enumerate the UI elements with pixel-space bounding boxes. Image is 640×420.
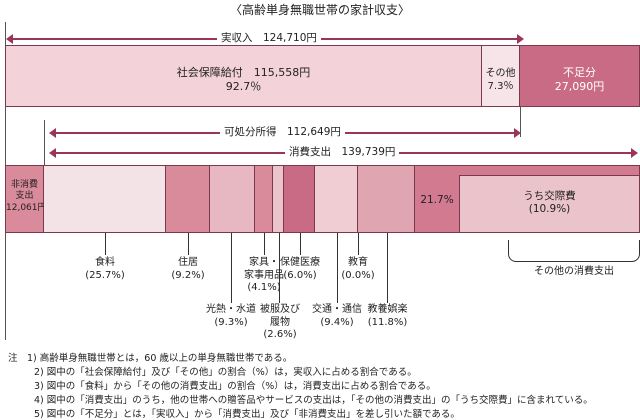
bracket xyxy=(508,240,640,262)
leader-line xyxy=(279,233,280,303)
sub-label: うち交際費 xyxy=(523,190,576,202)
note-5: 5) 図中の「不足分」とは，「実収入」から「消費支出」及び「非消費支出」を差し引… xyxy=(34,409,460,420)
label-furniture: 家具・ xyxy=(249,257,279,268)
consumption-arrow: 消費支出 139,739円 xyxy=(49,145,638,159)
segment-culture xyxy=(358,165,415,233)
pct-clothing: (2.6%) xyxy=(263,329,297,340)
pct-furniture: (4.1%) xyxy=(247,282,281,293)
segment-transport xyxy=(315,165,358,233)
leader-line xyxy=(358,233,359,255)
other-income-pct: 7.3％ xyxy=(487,80,514,92)
pct-health: (6.0%) xyxy=(283,269,317,281)
social-label: 社会保障給付 115,558円 xyxy=(176,66,311,79)
leader-line xyxy=(300,233,301,255)
segment-housing xyxy=(166,165,210,233)
pct-transport: (9.4%) xyxy=(320,316,354,328)
label-other-consumption: その他の消費支出 xyxy=(534,266,614,277)
label-furniture-2: 家事用品 xyxy=(244,269,284,281)
note-2: 2) 図中の「社会保障給付」及び「その他」の割合（%）は，実収入に占める割合であ… xyxy=(34,367,417,378)
label-education: 教育 xyxy=(348,257,368,268)
leader-line xyxy=(105,233,106,255)
social-security-segment: 社会保障給付 115,558円 92.7％ xyxy=(5,45,482,107)
leader-line xyxy=(231,233,232,303)
note-3: 3) 図中の「食料」から「その他の消費支出」の割合（%）は，消費支出に占める割合… xyxy=(34,381,436,392)
segment-utilities xyxy=(210,165,255,233)
consumption-label: 消費支出 139,739円 xyxy=(285,145,400,159)
label-food: 食料 xyxy=(95,257,115,268)
disposable-label: 可処分所得 112,649円 xyxy=(220,125,345,139)
leader-line xyxy=(264,233,265,255)
segment-furniture xyxy=(255,165,273,233)
nc-label-2: 支出 xyxy=(15,191,34,202)
divider-line xyxy=(44,120,45,165)
shortfall-amount: 27,090円 xyxy=(554,79,605,93)
shortfall-label: 不足分 xyxy=(563,66,596,79)
income-arrow: 実収入 124,710円 xyxy=(6,31,524,45)
leader-line xyxy=(188,233,189,255)
other-income-segment: その他 7.3％ xyxy=(482,45,520,107)
label-utilities: 光熱・水道 xyxy=(206,304,256,315)
non-consumption-segment: 非消費 支出 12,061円 xyxy=(5,165,47,233)
pct-education: (0.0%) xyxy=(341,269,375,281)
label-culture: 教養娯楽 xyxy=(367,304,408,315)
social-pct: 92.7％ xyxy=(225,79,262,93)
other-consumption-pct: 21.7% xyxy=(420,194,454,206)
disposable-arrow: 可処分所得 112,649円 xyxy=(49,125,521,139)
shortfall-segment: 不足分 27,090円 xyxy=(520,45,640,107)
leader-line xyxy=(337,233,338,303)
pct-housing: (9.2%) xyxy=(171,269,205,281)
note-1: 注 1) 高齢単身無職世帯とは，60 歳以上の単身無職世帯である。 xyxy=(8,353,293,364)
label-transport: 交通・通信 xyxy=(312,304,362,315)
segment-health xyxy=(284,165,315,233)
label-clothing-2: 履物 xyxy=(270,316,290,328)
segment-clothing xyxy=(273,165,284,233)
nc-label-1: 非消費 xyxy=(10,180,38,190)
segment-entertainment-sub: うち交際費 (10.9%) xyxy=(459,175,640,233)
note-4: 4) 図中の「消費支出」のうち，他の世帯への贈答品やサービスの支出は，「その他の… xyxy=(34,395,593,406)
diagram-title: 〈高齢単身無職世帯の家計収支〉 xyxy=(229,3,410,17)
income-label: 実収入 124,710円 xyxy=(217,31,321,45)
pct-utilities: (9.3%) xyxy=(214,316,248,328)
pct-food: (25.7%) xyxy=(85,269,125,281)
segment-food xyxy=(44,165,166,233)
sub-pct: (10.9%) xyxy=(528,203,571,216)
divider-line xyxy=(520,107,521,137)
other-income-label: その他 xyxy=(485,68,516,79)
label-clothing: 被服及び xyxy=(260,304,300,315)
nc-amount: 12,061円 xyxy=(6,202,47,213)
pct-culture: (11.8%) xyxy=(367,316,408,328)
label-housing: 住居 xyxy=(178,257,198,268)
leader-line xyxy=(387,233,388,303)
label-health: 保健医療 xyxy=(280,257,320,268)
